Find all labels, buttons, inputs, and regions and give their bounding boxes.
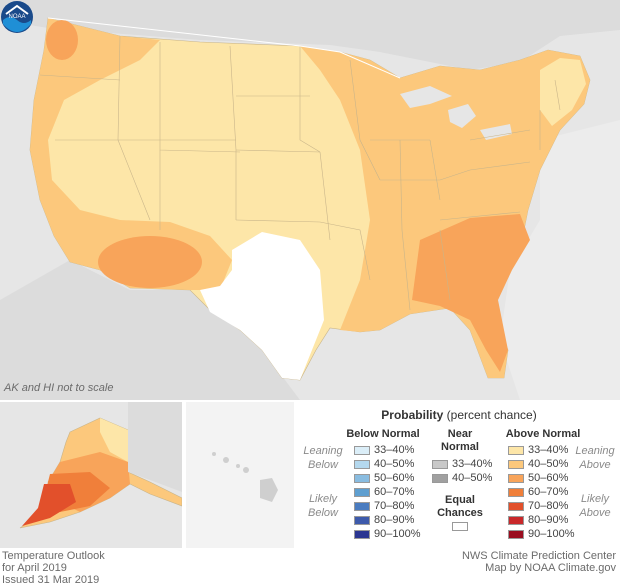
leaning-below-line2: Below [308,459,338,471]
footer-credit: Map by NOAA Climate.gov [485,562,616,574]
above-normal-swatch [508,516,524,525]
near-normal-label: 40–50% [452,472,493,484]
noaa-logo-text: NOAA [8,14,25,20]
near-normal-heading-1: Near [447,428,473,440]
below-normal-label: 80–90% [374,514,415,526]
leaning-below-label: Leaning Below [300,444,346,472]
hawaii-islands [212,452,278,502]
below-normal-swatch [354,488,370,497]
likely-above-line2: Above [579,507,611,519]
below-normal-label: 40–50% [374,458,415,470]
alaska-33-40 [100,418,128,462]
conus-map: AK and HI not to scale NOAA [0,0,620,400]
noaa-logo-icon: NOAA [1,1,33,33]
footer-title: Temperature Outlook [2,550,105,562]
legend-panel: Probability (percent chance) Below Norma… [298,402,620,548]
mexico-land [0,260,300,400]
canada-yukon [128,402,182,492]
footer-left: Temperature Outlook for April 2019 Issue… [2,550,105,586]
region-southeast-50-60 [412,214,530,372]
below-normal-label: 90–100% [374,528,421,540]
scale-note: AK and HI not to scale [4,382,114,394]
above-normal-swatch [508,446,524,455]
above-normal-label: 50–60% [528,472,569,484]
conus-map-graphic [0,0,620,400]
above-normal-label: 90–100% [528,528,575,540]
equal-chances-heading-2: Chances [437,507,483,519]
above-normal-label: 80–90% [528,514,569,526]
canada-border [47,17,401,79]
alaska-inset [0,402,182,548]
likely-below-line1: Likely [308,493,338,505]
hawaii-map-graphic [212,452,278,502]
ocean-east [500,120,620,400]
above-normal-label: 60–70% [528,486,569,498]
leaning-below-line1: Leaning [303,445,343,457]
equal-chances-heading-1: Equal [445,494,475,506]
below-normal-swatch [354,474,370,483]
legend-title-bold: Probability [381,408,444,422]
above-normal-swatch [508,460,524,469]
below-normal-swatch [354,530,370,539]
alaska-70-80 [22,484,76,526]
above-normal-heading: Above Normal [505,428,581,440]
likely-above-line1: Likely [580,493,610,505]
leaning-above-line1: Leaning [575,445,615,457]
great-lakes [400,86,512,140]
leaning-above-label: Leaning Above [572,444,618,472]
likely-above-label: Likely Above [572,492,618,520]
above-normal-label: 40–50% [528,458,569,470]
above-normal-swatch [508,530,524,539]
legend-title-rest: (percent chance) [443,408,537,422]
below-normal-swatch [354,502,370,511]
near-normal-heading-2: Normal [441,441,479,453]
below-normal-label: 50–60% [374,472,415,484]
above-normal-label: 70–80% [528,500,569,512]
near-normal-label: 33–40% [452,458,493,470]
near-normal-swatch [432,460,448,469]
below-normal-swatch [354,446,370,455]
leaning-above-line2: Above [579,459,611,471]
near-normal-swatch [432,474,448,483]
below-normal-swatch [354,460,370,469]
footer-period: for April 2019 [2,562,67,574]
above-normal-swatch [508,474,524,483]
below-normal-swatch [354,516,370,525]
above-normal-swatch [508,488,524,497]
legend-title: Probability (percent chance) [298,408,620,422]
region-texas-equal-chances [200,232,324,380]
likely-below-label: Likely Below [300,492,346,520]
equal-chances-swatch [452,522,468,531]
footer-right: NWS Climate Prediction Center Map by NOA… [462,550,616,574]
above-normal-label: 33–40% [528,444,569,456]
canada-land [0,0,620,70]
alaska-map-graphic [19,402,182,529]
below-normal-label: 60–70% [374,486,415,498]
region-northeast-33-40 [540,58,586,126]
region-northwest-50-60 [46,20,78,60]
state-borders [39,35,561,311]
below-normal-label: 70–80% [374,500,415,512]
above-normal-swatch [508,502,524,511]
footer-source: NWS Climate Prediction Center [461,550,616,562]
region-west-40-50 [30,18,232,290]
below-normal-label: 33–40% [374,444,415,456]
region-southwest-50-60 [98,236,202,288]
likely-below-line2: Below [308,507,338,519]
footer-issued: Issued 31 Mar 2019 [2,574,100,586]
below-normal-heading: Below Normal [346,428,420,440]
region-east-40-50 [300,46,590,378]
hawaii-inset [186,402,294,548]
